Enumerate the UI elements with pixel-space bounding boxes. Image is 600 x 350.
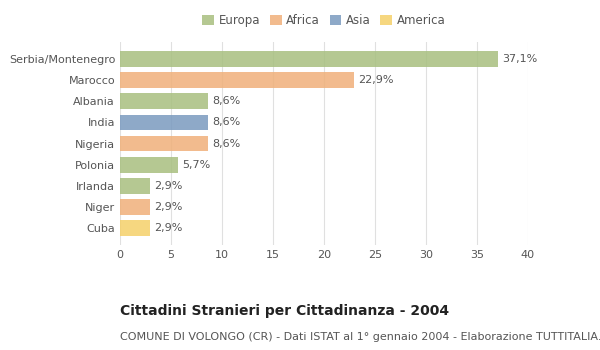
Legend: Europa, Africa, Asia, America: Europa, Africa, Asia, America [200,11,448,29]
Bar [120,199,149,215]
Bar [120,114,208,130]
Text: COMUNE DI VOLONGO (CR) - Dati ISTAT al 1° gennaio 2004 - Elaborazione TUTTITALIA: COMUNE DI VOLONGO (CR) - Dati ISTAT al 1… [120,332,600,343]
Text: 8,6%: 8,6% [212,139,240,148]
Text: Cittadini Stranieri per Cittadinanza - 2004: Cittadini Stranieri per Cittadinanza - 2… [120,304,449,318]
Bar [120,135,208,152]
Text: 2,9%: 2,9% [154,181,182,191]
Text: 8,6%: 8,6% [212,117,240,127]
Text: 2,9%: 2,9% [154,202,182,212]
Text: 2,9%: 2,9% [154,223,182,233]
Bar [120,72,353,88]
Text: 37,1%: 37,1% [502,54,538,64]
Bar [120,178,149,194]
Bar [120,157,178,173]
Bar [120,93,208,109]
Text: 8,6%: 8,6% [212,96,240,106]
Text: 5,7%: 5,7% [182,160,211,170]
Bar [120,51,499,67]
Text: 22,9%: 22,9% [358,75,393,85]
Bar [120,220,149,236]
